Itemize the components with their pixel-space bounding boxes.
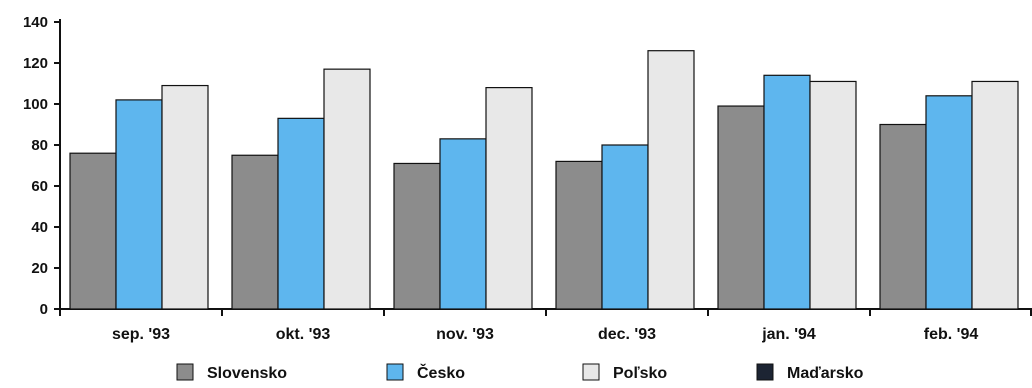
bar-česko [763,74,811,310]
legend: Slovensko Česko Poľsko Maďarsko [176,363,864,382]
y-tick-label: 120 [23,55,48,72]
legend-swatch [582,363,600,381]
bar-slovensko [879,123,927,310]
y-tick-label: 0 [40,301,48,318]
bar-slovensko [69,152,117,310]
x-tick-label: nov. '93 [436,326,494,343]
y-axis: 0 20 40 60 80 100 120 140 [23,14,61,318]
bar-poľsko [485,86,533,310]
bar-česko [601,144,649,310]
legend-swatch [386,363,404,381]
legend-label: Slovensko [207,365,287,382]
x-tick-label: jan. '94 [761,326,816,343]
bar-poľsko [971,80,1019,310]
bar-slovensko [555,160,603,310]
bar-poľsko [647,50,695,310]
bar-česko [439,138,487,310]
bar-slovensko [717,105,765,310]
x-axis: sep. '93 okt. '93 nov. '93 dec. '93 jan. '94… [59,308,1032,343]
bar-slovensko [393,162,441,310]
legend-label: Maďarsko [787,365,864,382]
bar-česko [115,99,163,310]
x-tick-label: sep. '93 [112,326,170,343]
x-tick-label: dec. '93 [598,326,656,343]
bar-česko [925,95,973,310]
y-tick-label: 40 [31,219,48,236]
legend-swatch [756,363,774,381]
y-tick-label: 60 [31,178,48,195]
y-tick-label: 80 [31,137,48,154]
bar-slovensko [231,154,279,310]
x-tick-label: feb. '94 [924,326,979,343]
y-tick-label: 140 [23,14,48,31]
bar-česko [277,117,325,310]
bar-poľsko [809,80,857,310]
legend-label: Česko [417,363,465,382]
x-tick-label: okt. '93 [276,326,331,343]
y-tick-label: 100 [23,96,48,113]
legend-label: Poľsko [613,365,667,382]
bar-series-group [69,50,1019,310]
y-tick-label: 20 [31,260,48,277]
legend-swatch [176,363,194,381]
bar-poľsko [323,68,371,310]
bar-poľsko [161,84,209,310]
